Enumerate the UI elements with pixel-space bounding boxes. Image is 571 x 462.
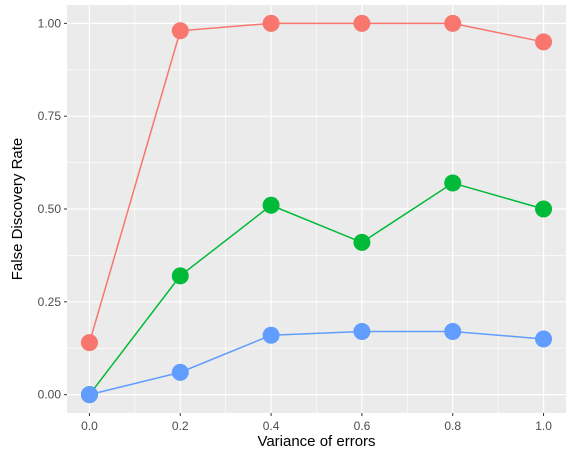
data-point-series-3: [262, 326, 280, 344]
y-tick-label: 0.50: [38, 202, 62, 216]
data-point-series-1: [80, 334, 98, 352]
x-axis-title: Variance of errors: [257, 433, 375, 450]
data-point-series-2: [535, 200, 553, 218]
data-point-series-3: [535, 330, 553, 348]
data-point-series-2: [353, 233, 371, 251]
data-point-series-3: [80, 386, 98, 404]
y-axis-title: False Discovery Rate: [9, 138, 26, 281]
x-tick-label: 1.0: [535, 419, 552, 433]
data-point-series-1: [535, 33, 553, 51]
series-line-2: [88, 182, 544, 396]
series-points: [80, 14, 553, 404]
data-point-series-1: [444, 14, 462, 32]
x-tick-label: 0.0: [81, 419, 98, 433]
data-point-series-2: [171, 267, 189, 285]
x-tick-label: 0.6: [354, 419, 371, 433]
data-point-series-3: [353, 323, 371, 341]
data-point-series-3: [171, 363, 189, 381]
data-point-series-1: [262, 14, 280, 32]
series-line-1: [88, 22, 544, 343]
y-tick-label: 0.75: [38, 109, 62, 123]
y-axis-ticks: 0.00 0.25 0.50 0.75 1.00: [38, 16, 67, 402]
data-point-series-2: [262, 196, 280, 214]
data-point-series-1: [171, 22, 189, 40]
y-tick-label: 0.00: [38, 388, 62, 402]
series-line-3: [89, 330, 544, 396]
x-axis-ticks: 0.0 0.2 0.4 0.6 0.8 1.0: [81, 413, 552, 433]
y-tick-label: 1.00: [38, 16, 62, 30]
x-tick-label: 0.8: [444, 419, 461, 433]
x-tick-label: 0.2: [172, 419, 189, 433]
data-point-series-1: [353, 14, 371, 32]
series-lines: [88, 22, 544, 396]
x-tick-label: 0.4: [263, 419, 280, 433]
data-point-series-3: [444, 323, 462, 341]
data-point-series-2: [444, 174, 462, 192]
y-tick-label: 0.25: [38, 295, 62, 309]
